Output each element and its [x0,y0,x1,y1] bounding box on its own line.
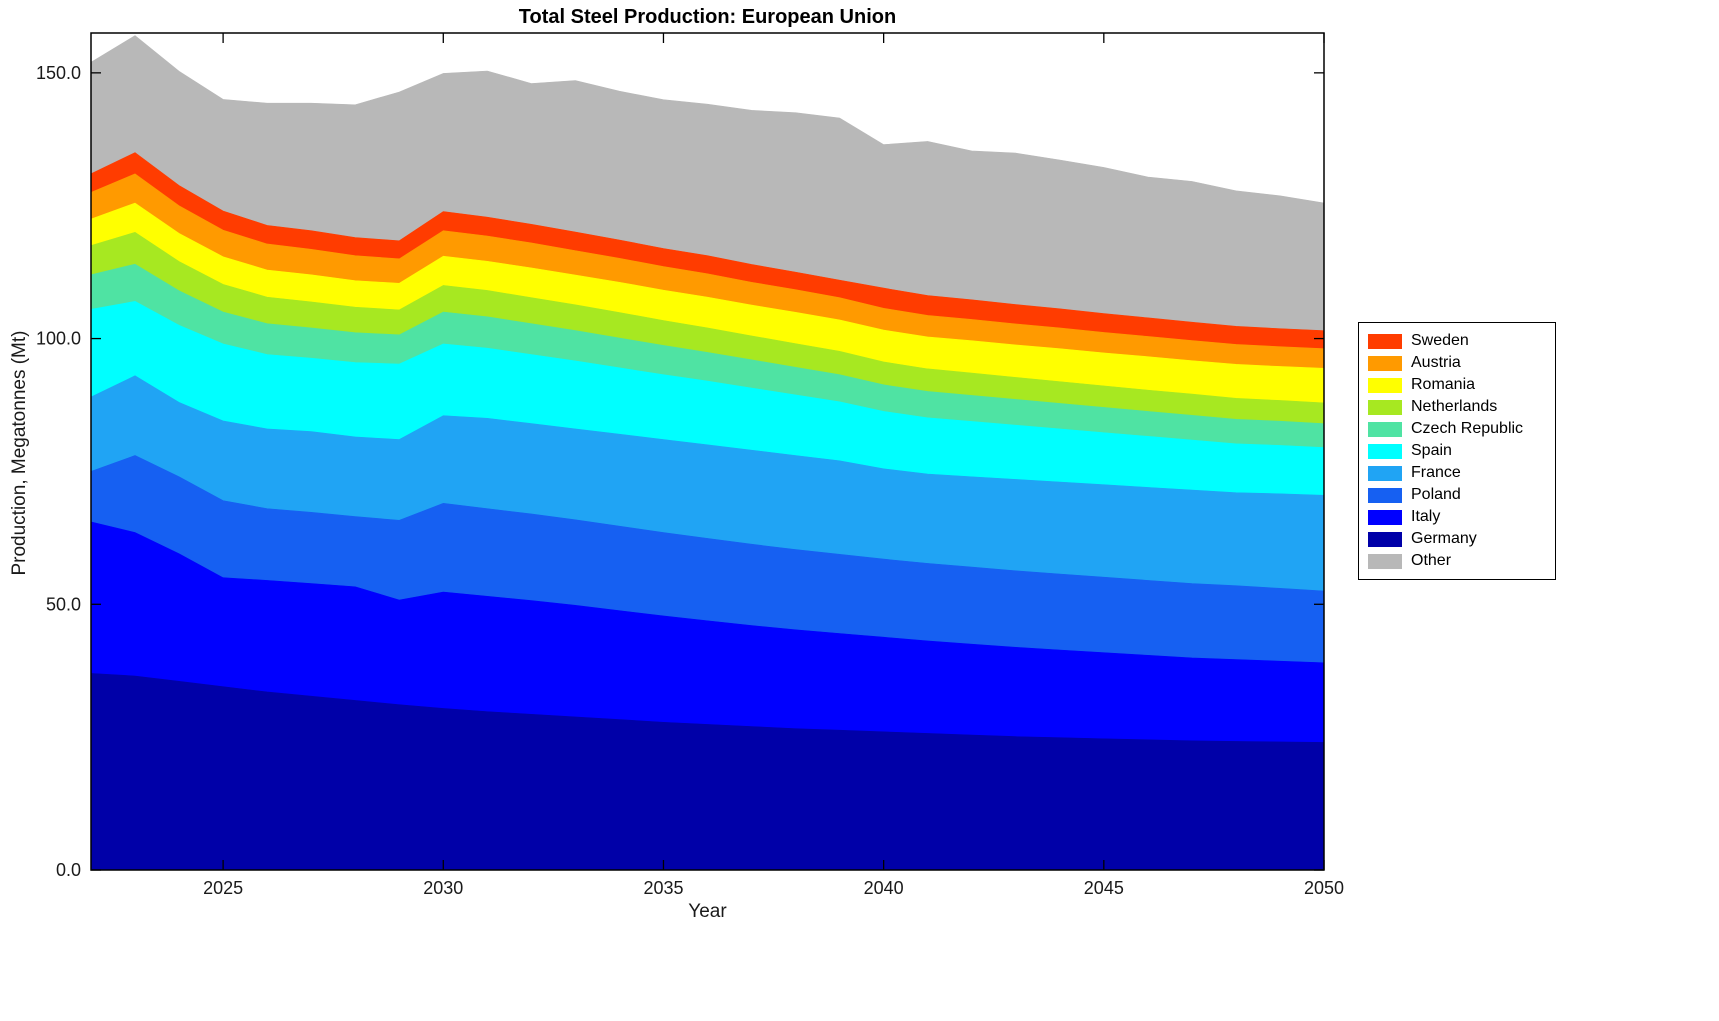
legend-swatch-germany [1368,531,1402,547]
legend-item-germany: Germany [1368,528,1546,550]
legend-swatch-italy [1368,509,1402,525]
y-tick-label: 0.0 [56,860,81,880]
legend-item-other: Other [1368,550,1546,572]
legend-item-netherlands: Netherlands [1368,396,1546,418]
legend-label: Other [1411,552,1452,569]
legend-label: Germany [1411,530,1477,547]
legend-label: Austria [1411,354,1461,371]
x-tick-label: 2045 [1084,878,1124,898]
legend: Sweden Austria Romania Netherlands Czech Rep… [1358,322,1556,580]
legend-swatch-france [1368,465,1402,481]
legend-swatch-poland [1368,487,1402,503]
legend-item-austria: Austria [1368,352,1546,374]
x-tick-label: 2050 [1304,878,1344,898]
legend-item-poland: Poland [1368,484,1546,506]
legend-swatch-austria [1368,355,1402,371]
legend-label: Netherlands [1411,398,1498,415]
legend-swatch-netherlands [1368,399,1402,415]
legend-label: Spain [1411,442,1452,459]
x-tick-label: 2040 [864,878,904,898]
area-layer-germany [90,673,1325,871]
legend-item-romania: Romania [1368,374,1546,396]
legend-item-italy: Italy [1368,506,1546,528]
legend-swatch-other [1368,553,1402,569]
x-axis-label: Year [688,901,727,922]
legend-swatch-spain [1368,443,1402,459]
legend-label: Italy [1411,508,1441,525]
x-tick-label: 2030 [423,878,463,898]
chart-title: Total Steel Production: European Union [518,6,897,28]
y-tick-label: 150.0 [36,63,81,83]
y-tick-label: 50.0 [46,594,81,614]
x-tick-label: 2025 [203,878,243,898]
legend-swatch-czech-republic [1368,421,1402,437]
legend-item-sweden: Sweden [1368,330,1546,352]
legend-item-france: France [1368,462,1546,484]
legend-label: Sweden [1411,332,1469,349]
y-axis-label: Production, Megatonnes (Mt) [9,330,30,576]
legend-label: Czech Republic [1411,420,1524,437]
x-tick-label: 2035 [643,878,683,898]
legend-label: Poland [1411,486,1461,503]
legend-swatch-romania [1368,377,1402,393]
legend-item-spain: Spain [1368,440,1546,462]
plot-frame [90,32,1325,871]
legend-item-czech-republic: Czech Republic [1368,418,1546,440]
legend-label: Romania [1411,376,1476,393]
y-tick-label: 100.0 [36,329,81,349]
legend-label: France [1411,464,1461,481]
legend-swatch-sweden [1368,333,1402,349]
